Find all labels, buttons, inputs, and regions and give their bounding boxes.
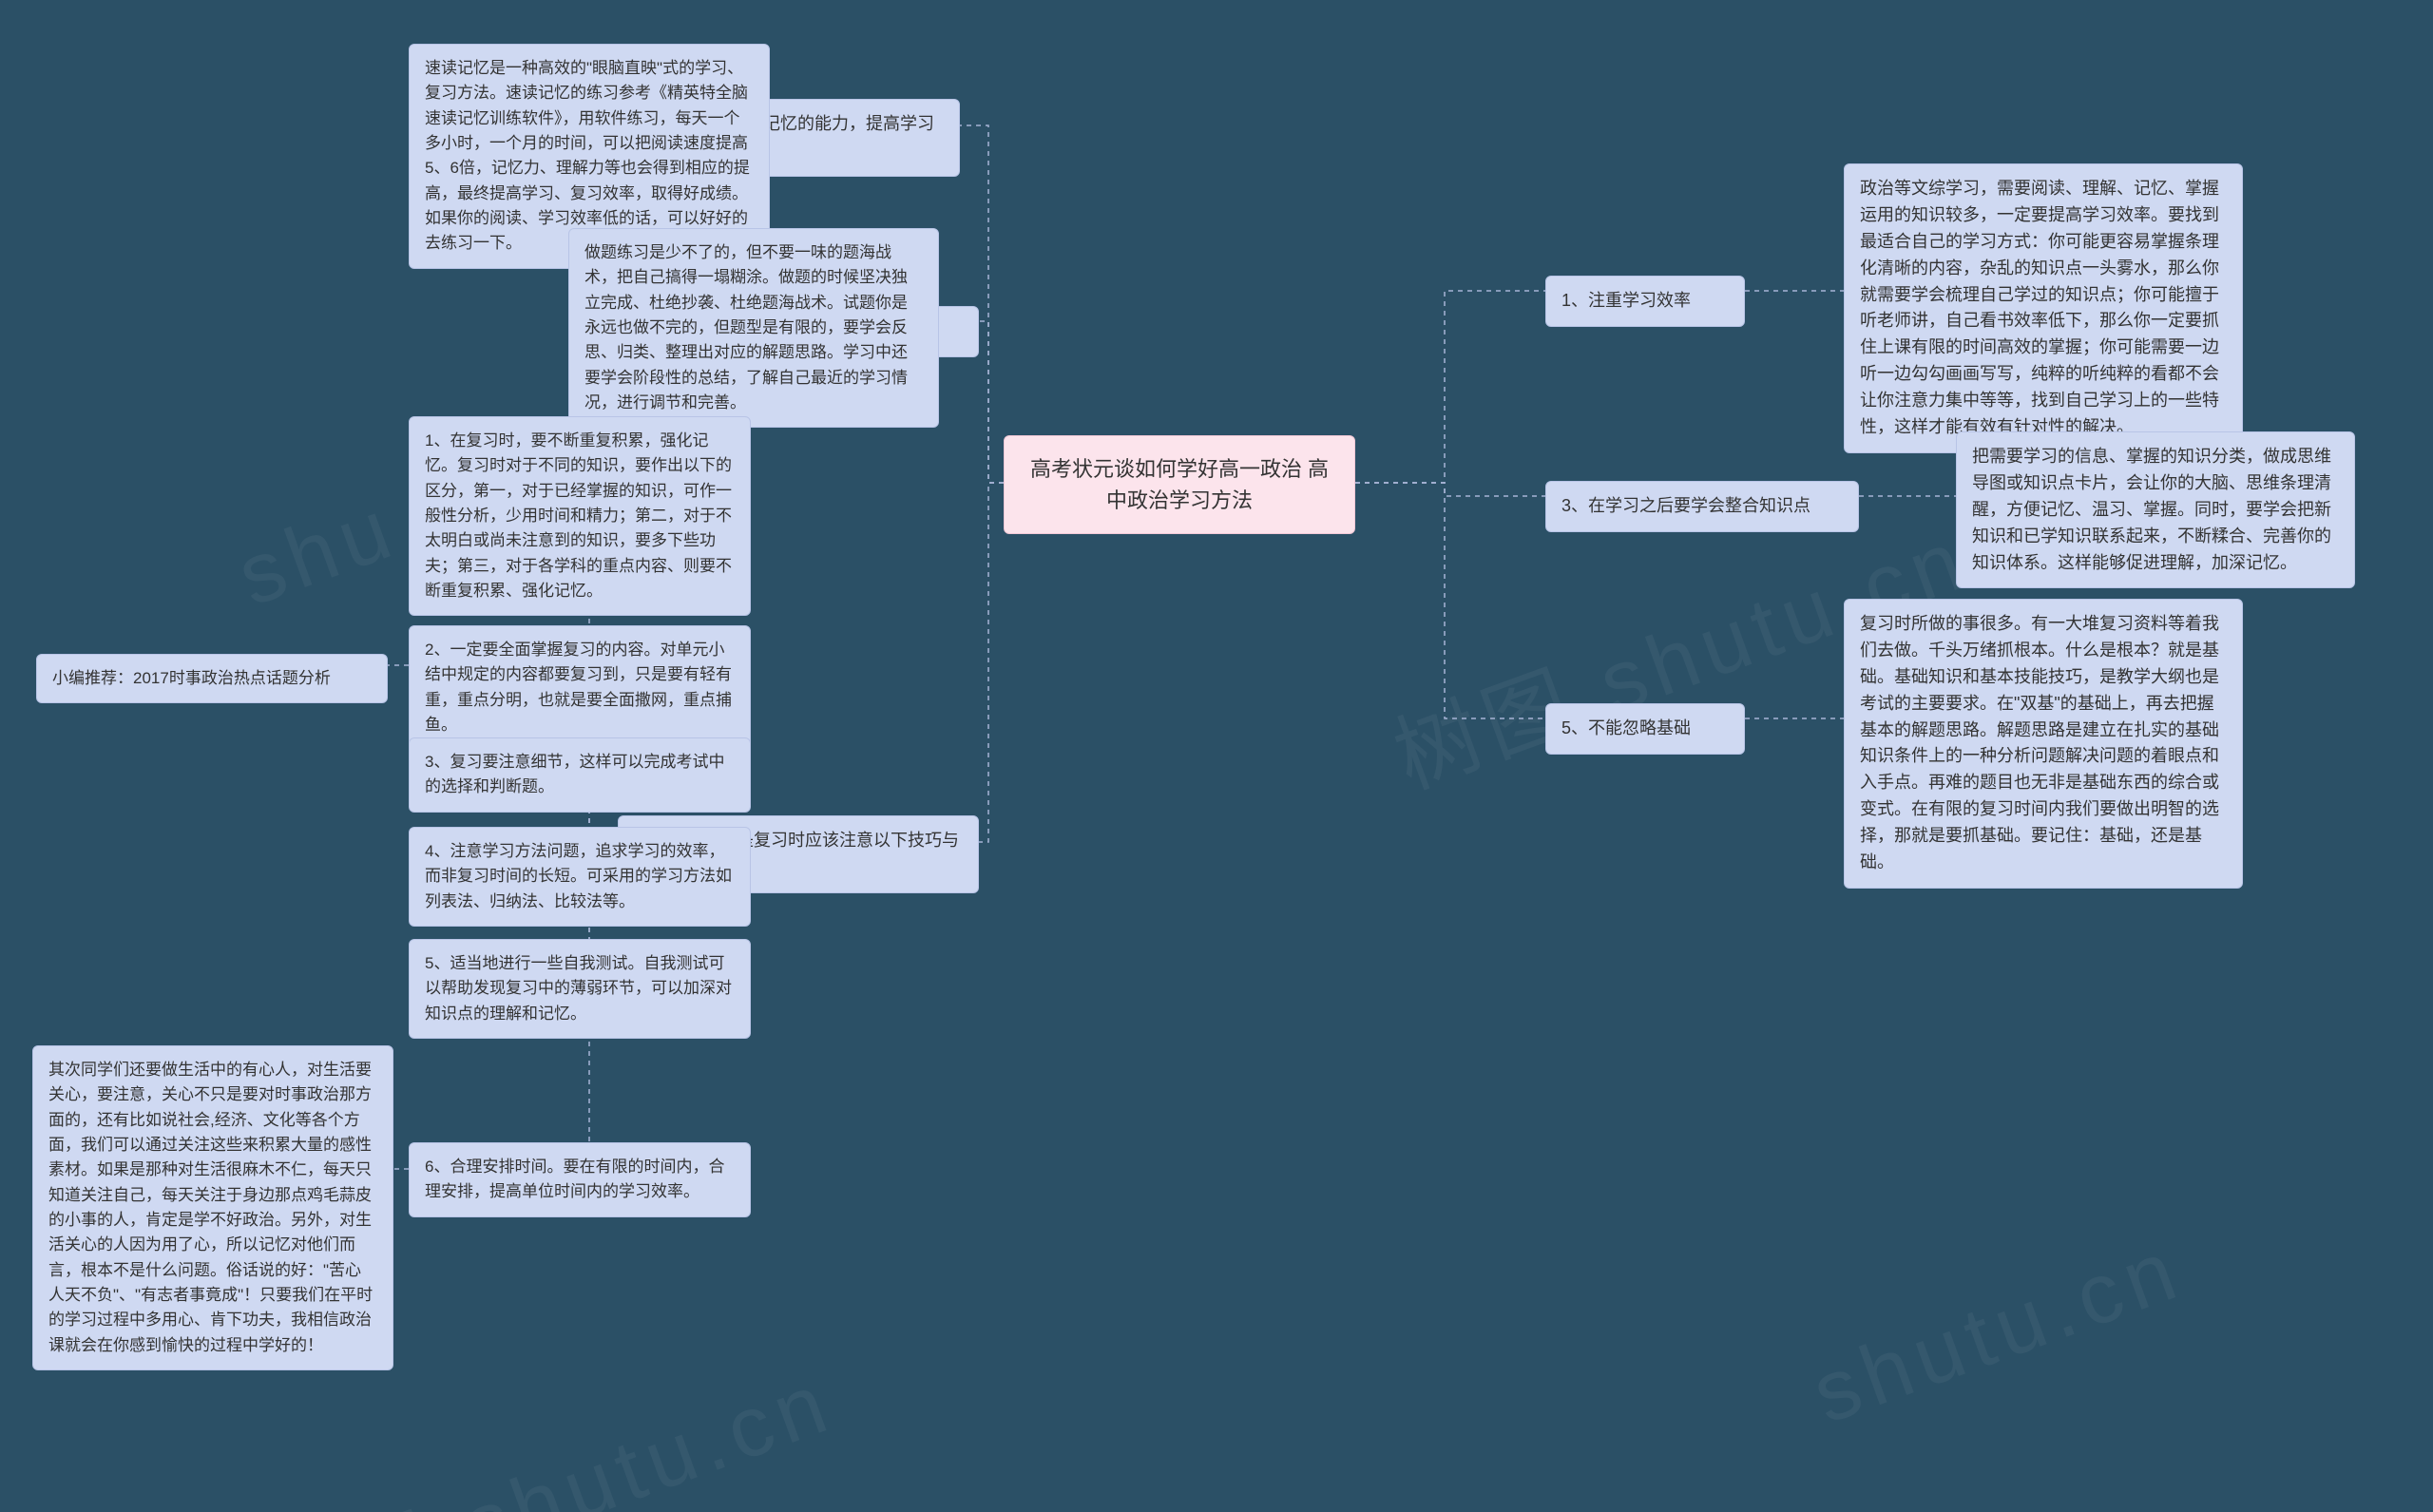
branch-4-detail: 做题练习是少不了的，但不要一味的题海战术，把自己搞得一塌糊涂。做题的时候坚决独立… [568,228,939,428]
branch-5: 5、不能忽略基础 [1545,703,1745,755]
side-note: 小编推荐：2017时事政治热点话题分析 [36,654,388,703]
tip-3: 3、复习要注意细节，这样可以完成考试中的选择和判断题。 [409,737,751,813]
branch-3-detail: 把需要学习的信息、掌握的知识分类，做成思维导图或知识点卡片，会让你的大脑、思维条… [1956,431,2355,588]
branch-1: 1、注重学习效率 [1545,276,1745,327]
tip-1: 1、在复习时，要不断重复积累，强化记忆。复习时对于不同的知识，要作出以下的区分，… [409,416,751,616]
watermark: shutu.cn [1801,1220,2195,1444]
watermark: shu [225,479,410,626]
watermark: 图 shutu.cn [327,1332,847,1512]
tip-6-detail: 其次同学们还要做生活中的有心人，对生活要关心，要注意，关心不只是要对时事政治那方… [32,1045,393,1370]
tip-5: 5、适当地进行一些自我测试。自我测试可以帮助发现复习中的薄弱环节，可以加深对知识… [409,939,751,1039]
tip-2: 2、一定要全面掌握复习的内容。对单元小结中规定的内容都要复习到，只是要有轻有重，… [409,625,751,750]
tip-4: 4、注意学习方法问题，追求学习的效率，而非复习时间的长短。可采用的学习方法如列表… [409,827,751,927]
branch-3: 3、在学习之后要学会整合知识点 [1545,481,1859,532]
tip-6: 6、合理安排时间。要在有限的时间内，合理安排，提高单位时间内的学习效率。 [409,1142,751,1217]
branch-5-detail: 复习时所做的事很多。有一大堆复习资料等着我们去做。千头万绪抓根本。什么是根本？就… [1844,599,2243,889]
branch-1-detail: 政治等文综学习，需要阅读、理解、记忆、掌握运用的知识较多，一定要提高学习效率。要… [1844,163,2243,453]
root-node: 高考状元谈如何学好高一政治 高中政治学习方法 [1004,435,1355,534]
